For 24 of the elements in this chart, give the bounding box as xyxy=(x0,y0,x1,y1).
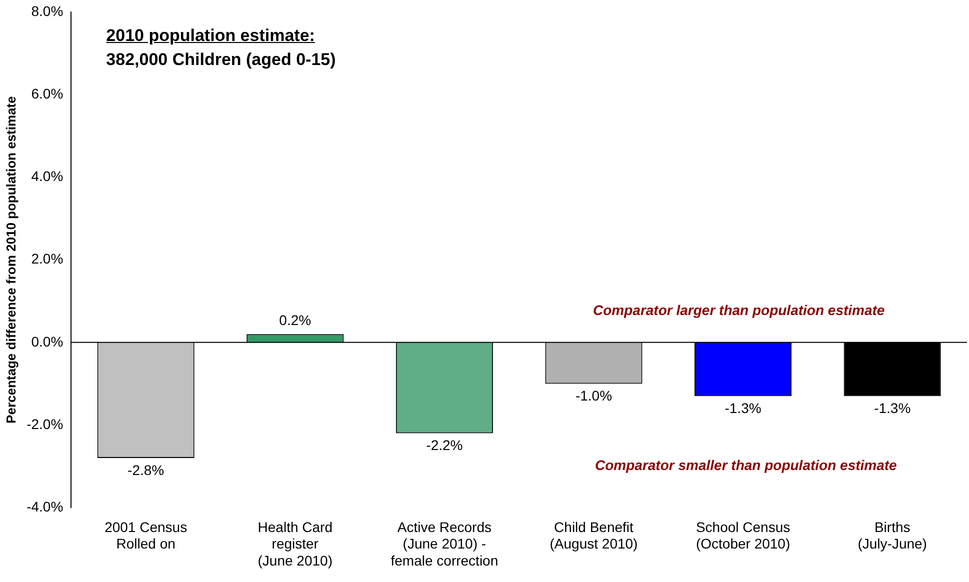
data-label: -1.0% xyxy=(575,388,612,404)
data-label: -1.3% xyxy=(874,400,911,416)
x-tick-label: 2001 Census Rolled on xyxy=(104,518,188,552)
y-tick-label: 8.0% xyxy=(31,2,64,19)
y-tick-label: 6.0% xyxy=(31,85,64,102)
text: 2010 population estimate: xyxy=(106,26,315,46)
y-tick-label: -2.0% xyxy=(26,416,64,432)
x-tick-label: Child Benefit (August 2010) xyxy=(550,518,638,552)
y-axis-title: Percentage difference from 2010 population estimate xyxy=(3,96,18,424)
y-tick-label: 0.0% xyxy=(31,333,64,350)
annotation: Comparator smaller than population estimate xyxy=(595,457,897,474)
data-label: -2.2% xyxy=(426,437,463,454)
text: 382,000 Children (aged 0-15) xyxy=(106,50,336,70)
data-label: -1.3% xyxy=(724,400,762,416)
y-tick-label: 2.0% xyxy=(31,250,64,267)
x-tick-label: Active Records (June 2010) - female correction xyxy=(390,518,498,568)
annotation: Comparator larger than population estimate xyxy=(593,302,885,318)
x-tick-label: Health Card register (June 2010) xyxy=(258,518,332,568)
data-label: 0.2% xyxy=(279,312,312,328)
y-tick-label: -4.0% xyxy=(26,498,64,514)
data-label: -2.8% xyxy=(128,462,164,478)
y-tick-label: 4.0% xyxy=(31,168,64,184)
x-tick-label: Births (July-June) xyxy=(858,518,927,552)
x-tick-label: School Census (October 2010) xyxy=(696,518,790,552)
